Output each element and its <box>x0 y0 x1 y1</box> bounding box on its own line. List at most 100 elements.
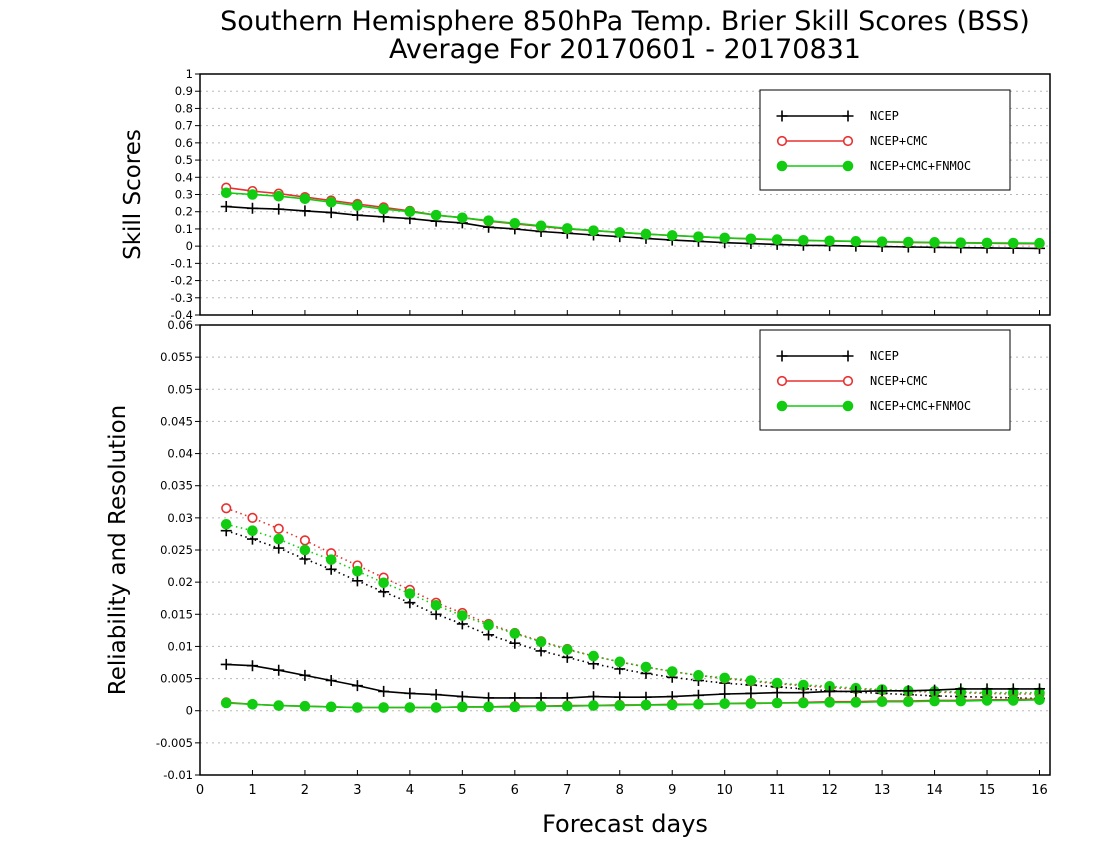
panel-2-series-ncep-cmc-fnmoc-solid-point <box>457 701 468 713</box>
panel-2-series-ncep-solid-line <box>226 663 1040 699</box>
panel-2-series-ncep-cmc-fnmoc-solid-point <box>352 702 363 713</box>
panel-2-series-ncep-cmc-fnmoc-dotted-point <box>535 636 547 648</box>
panel-2-series-ncep-solid-point <box>850 685 862 697</box>
panel-2-series-ncep-cmc-fnmoc-solid-point <box>876 696 888 708</box>
panel-1-series-ncep-cmc-fnmoc-solid-point <box>352 200 363 211</box>
panel-1-series-ncep-cmc-fnmoc-solid-point <box>247 189 258 200</box>
panel-1-legend-swatch-marker <box>842 160 854 172</box>
panel-2-series-ncep-cmc-fnmoc-solid-point <box>299 700 311 712</box>
panel-2-series-ncep-cmc-fnmoc-solid-point <box>430 702 442 713</box>
panel-2-series-ncep-solid-point <box>771 687 783 699</box>
panel-1-series-ncep-cmc-fnmoc-solid-point <box>955 237 967 248</box>
panel-2-series-ncep-solid-point <box>273 664 285 676</box>
panel-2-series-ncep-solid-point <box>981 683 993 695</box>
panel-2-y-tick-label: -0.005 <box>156 736 193 750</box>
panel-2-y-tick-label: 0.035 <box>160 479 193 493</box>
panel-2-y-tick-label: 0.02 <box>167 575 193 589</box>
panel-2-series-ncep-solid-point <box>797 687 809 699</box>
panel-1-series-ncep-cmc-fnmoc-solid-point <box>798 234 809 246</box>
panel-1-series-ncep-cmc-fnmoc-solid-point <box>981 237 993 249</box>
panel-2-series-ncep-cmc-fnmoc-dotted-point <box>640 661 652 673</box>
panel-1-y-tick-label: -0.3 <box>171 291 193 305</box>
panel-1-series-ncep-cmc-fnmoc-solid-point <box>588 225 599 236</box>
x-tick-label: 7 <box>563 783 571 798</box>
panel-2-series-ncep-solid-point <box>1007 683 1019 695</box>
panel-1-series-ncep-cmc-fnmoc-solid-point <box>929 237 940 248</box>
panel-2-legend-swatch-marker <box>842 350 854 362</box>
panel-2-series-ncep-cmc-fnmoc-dotted-point <box>352 565 363 577</box>
x-tick-label: 16 <box>1031 783 1048 798</box>
panel-1-series-ncep-cmc-fnmoc-solid-point <box>430 209 442 221</box>
panel-2-series-ncep-cmc-fnmoc-solid-point <box>666 699 678 711</box>
panel-2-series-ncep-solid-point <box>902 685 914 697</box>
panel-2-series-ncep-cmc-fnmoc-solid-point <box>535 700 547 712</box>
panel-2-series-ncep-cmc-fnmoc-solid-point <box>588 700 599 711</box>
panel-2-y-axis-title: Reliability and Resolution <box>105 405 131 695</box>
x-tick-label: 14 <box>926 783 943 798</box>
panel-2-series-ncep-cmc-fnmoc-dotted-point <box>220 518 232 530</box>
panel-2-series-ncep-solid-point <box>430 689 442 701</box>
panel-2-y-tick-label: 0.03 <box>167 511 193 525</box>
panel-2-series-ncep-cmc-fnmoc-solid-point <box>561 700 573 712</box>
x-tick-label: 6 <box>511 783 519 798</box>
panel-2-legend: NCEP NCEP+CMC NCEP+CMC+FNMOC <box>759 329 1011 431</box>
panel-2-series-ncep-cmc-fnmoc-dotted-point <box>457 610 468 621</box>
panel-1-series-ncep-cmc-fnmoc-solid-point <box>1034 237 1045 249</box>
panel-1-series-ncep-cmc-fnmoc-solid-point <box>535 220 547 232</box>
panel-2-series-ncep-dotted-point <box>483 629 495 641</box>
panel-2-legend-label: NCEP+CMC <box>870 374 928 388</box>
panel-2-series-ncep-cmc-fnmoc-dotted-point <box>483 619 494 631</box>
panel-2-series-ncep-solid-point <box>719 688 731 700</box>
panel-2-series-ncep-cmc-dotted-point <box>299 535 311 546</box>
panel-1-y-tick-label: 0.5 <box>175 153 193 167</box>
panel-2-series-ncep-cmc-fnmoc-solid-point <box>509 701 521 713</box>
panel-1-legend-swatch-marker <box>776 110 788 122</box>
panel-1-y-tick-label: 0.2 <box>175 205 193 219</box>
chart-title-line2: Average For 20170601 - 20170831 <box>389 34 861 65</box>
panel-1-group: 1 0.9 0.8 0.7 0.6 0.5 0.4 0.3 0.2 0.1 0 -0.1 -0.2 -0.… <box>120 67 1051 322</box>
panel-2-series-ncep-solid-point <box>588 691 600 703</box>
panel-1-y-tick-label: 0.3 <box>175 188 193 202</box>
panel-1-y-tick-label: 0.6 <box>175 136 193 150</box>
panel-1-legend-label: NCEP+CMC <box>870 134 928 148</box>
panel-1-series-ncep-cmc-fnmoc-solid-point <box>273 190 285 202</box>
panel-2-y-tick-label: 0.045 <box>160 414 193 428</box>
panel-1-series-ncep-cmc-fnmoc-solid-point <box>666 230 678 241</box>
panel-1-y-tick-label: -0.1 <box>171 256 193 270</box>
panel-1-series-ncep-cmc-fnmoc-solid-point <box>1007 237 1019 249</box>
panel-2-series-ncep-cmc-fnmoc-solid-point <box>404 702 416 713</box>
panel-1-series-ncep-solid-point <box>299 205 311 217</box>
panel-2-series-ncep-dotted-point <box>378 586 390 598</box>
panel-1-series-ncep-cmc-solid-line <box>226 186 1040 245</box>
panel-2-legend-swatch-marker <box>776 400 788 412</box>
panel-2-y-tick-label: 0.015 <box>160 607 193 621</box>
panel-1-y-axis-title: Skill Scores <box>120 129 146 260</box>
panel-2-series-ncep-cmc-fnmoc-solid-point <box>325 701 337 713</box>
x-tick-label: 15 <box>979 783 996 798</box>
panel-2-series-ncep-cmc-fnmoc-solid-point <box>640 699 652 711</box>
panel-2-series-ncep-cmc-fnmoc-solid-point <box>614 700 626 711</box>
panel-2-series-ncep-solid-point <box>824 685 836 697</box>
panel-1-series-ncep-cmc-fnmoc-solid-point <box>850 236 862 247</box>
panel-2-series-ncep-dotted-point <box>430 608 442 620</box>
panel-1-series-ncep-cmc-fnmoc-solid-point <box>876 236 888 247</box>
x-axis-title: Forecast days <box>542 810 708 838</box>
panel-2-series-ncep-cmc-dotted-line <box>225 507 1040 695</box>
panel-2-series-ncep-solid-point <box>325 675 337 686</box>
panel-2-legend-swatch-marker <box>776 375 788 387</box>
panel-2-series-ncep-dotted-point <box>404 597 416 609</box>
panel-2-series-ncep-solid-point <box>876 685 888 697</box>
panel-1-series-ncep-cmc-fnmoc-solid-point <box>561 223 573 234</box>
panel-2-series-ncep-cmc-fnmoc-dotted-line <box>226 523 1040 694</box>
panel-2-series-ncep-solid-point <box>745 687 757 699</box>
panel-2-legend-swatch-marker <box>842 400 854 412</box>
x-tick-label: 8 <box>616 783 624 798</box>
panel-2-series-ncep-solid-point <box>929 684 941 696</box>
panel-2-series-ncep-cmc-fnmoc-solid-point <box>378 702 389 713</box>
panel-2-series-ncep-cmc-fnmoc-dotted-point <box>693 670 704 681</box>
panel-2-series-ncep-cmc-fnmoc-solid-point <box>693 698 704 710</box>
panel-1-series-ncep-solid-point <box>325 207 337 219</box>
panel-2-series-ncep-cmc-fnmoc-solid-point <box>798 697 809 709</box>
